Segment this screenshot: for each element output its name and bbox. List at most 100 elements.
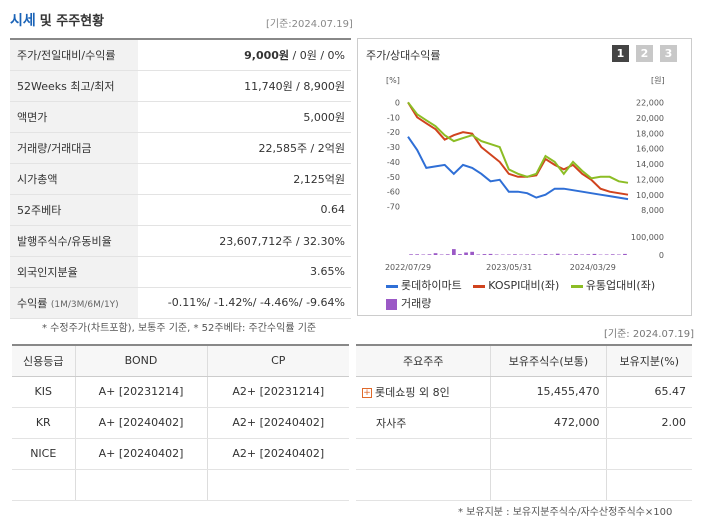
volume-bar	[433, 253, 438, 255]
volume-bar	[439, 254, 444, 255]
right-tick-label: 8,000	[641, 206, 664, 215]
volume-bar	[421, 254, 426, 255]
legend-item: 거래량	[386, 295, 431, 311]
volume-bar	[580, 254, 584, 255]
agency-cell: NICE	[12, 438, 76, 470]
column-header: CP	[206, 344, 349, 377]
table-row: NICE A+ [20240402] A2+ [20240402]	[12, 438, 349, 470]
beta-label: 52주베타	[10, 194, 138, 226]
table-row: 52Weeks 최고/최저 11,740원 / 8,900원	[10, 70, 351, 102]
empty-cell	[74, 469, 207, 501]
volume-bar	[470, 251, 474, 255]
volume-bar	[415, 254, 419, 255]
holder-name[interactable]: 롯데쇼핑 외 8인	[375, 385, 450, 399]
left-tick-label: -40	[387, 158, 400, 167]
volume-bar	[452, 249, 456, 255]
stake-cell: 65.47	[605, 376, 692, 408]
volume-tick-label: 0	[659, 251, 664, 260]
empty-cell	[356, 438, 491, 470]
series-line	[407, 101, 629, 184]
table-row	[12, 469, 349, 501]
quote-table: 주가/전일대비/수익률 9,000원 / 0원 / 0% 52Weeks 최고/…	[10, 38, 351, 319]
volume-bar	[574, 254, 578, 255]
table-row: 외국인지분율 3.65%	[10, 256, 351, 288]
beta-value: 0.64	[138, 194, 351, 226]
w52-value: 11,740원 / 8,900원	[138, 70, 351, 102]
volume-bar	[427, 254, 432, 255]
legend-label: 거래량	[401, 297, 432, 310]
legend-swatch	[386, 284, 398, 288]
chart-page-1-button[interactable]: 1	[612, 45, 629, 62]
par-label: 액면가	[10, 101, 138, 133]
cp-cell: A2+ [20231214]	[206, 376, 349, 408]
empty-cell	[605, 469, 692, 501]
volume-bar	[586, 254, 591, 255]
credit-rating-table: 신용등급 BOND CP KIS A+ [20231214] A2+ [2023…	[12, 344, 349, 501]
table-row	[356, 438, 692, 470]
price-value: 9,000원 / 0원 / 0%	[138, 38, 351, 71]
legend-label: 롯데하이마트	[401, 279, 462, 292]
shareholders-table: 주요주주 보유주식수(보통) 보유지분(%) + 롯데쇼핑 외 8인 15,455…	[356, 344, 692, 501]
volume-bar	[525, 254, 529, 255]
chart-page-3-button[interactable]: 3	[660, 45, 677, 62]
right-tick-label: 20,000	[636, 114, 664, 123]
legend-row: 거래량	[386, 295, 686, 311]
chart-panel: 주가/상대수익률 1 2 3 [%] [원] 0 -10 -20 -30 -40 -50 -60…	[357, 38, 692, 316]
left-axis-unit: [%]	[386, 76, 400, 85]
empty-cell	[356, 469, 491, 501]
left-tick-label: -70	[387, 203, 400, 212]
series-line	[407, 101, 629, 196]
return-period: (1M/3M/6M/1Y)	[50, 299, 119, 310]
expand-icon[interactable]: +	[362, 387, 372, 398]
cp-cell: A2+ [20240402]	[206, 407, 349, 439]
empty-cell	[12, 469, 76, 501]
bond-cell: A+ [20240402]	[74, 407, 207, 439]
return-label: 수익률 (1M/3M/6M/1Y)	[10, 287, 138, 319]
right-tick-label: 22,000	[636, 99, 664, 108]
return-value: -0.11%/ -1.42%/ -4.46%/ -9.64%	[138, 287, 351, 319]
column-header: BOND	[74, 344, 207, 377]
mcap-label: 시가총액	[10, 163, 138, 195]
left-tick-label: -10	[387, 113, 400, 122]
volume-bar	[458, 254, 462, 255]
table-row: 시가총액 2,125억원	[10, 163, 351, 195]
volume-bar	[623, 253, 627, 255]
agency-cell: KR	[12, 407, 76, 439]
volume-bar	[494, 254, 499, 255]
volume-bar	[409, 254, 413, 255]
legend-item: KOSPI대비(좌)	[473, 277, 559, 293]
table-row: KR A+ [20240402] A2+ [20240402]	[12, 407, 349, 439]
shares-value: 23,607,712주 / 32.30%	[138, 225, 351, 257]
x-tick-label: 2024/03/29	[570, 263, 616, 272]
empty-cell	[206, 469, 349, 501]
foreign-label: 외국인지분율	[10, 256, 138, 288]
chart-title: 주가/상대수익률	[366, 49, 441, 62]
table-row: KIS A+ [20231214] A2+ [20231214]	[12, 376, 349, 408]
footnote-basis: * 수정주가(차트포함), 보통주 기준, * 52주베타: 주간수익률 기준	[42, 323, 317, 334]
bond-cell: A+ [20240402]	[74, 438, 207, 470]
x-tick-label: 2022/07/29	[385, 263, 431, 272]
holder-cell: + 롯데쇼핑 외 8인	[356, 376, 491, 408]
foreign-value: 3.65%	[138, 256, 351, 288]
footnote-stake: * 보유지분 : 보유지분주식수/자수산정주식수×100	[458, 507, 673, 518]
holder-cell: 자사주	[356, 407, 491, 439]
shares-cell: 15,455,470	[490, 376, 607, 408]
shares-label: 발행주식수/유동비율	[10, 225, 138, 257]
bond-cell: A+ [20231214]	[74, 376, 207, 408]
section-title: 시세	[10, 13, 36, 29]
right-axis-unit: [원]	[651, 76, 665, 85]
section-subtitle: 및 주주현황	[39, 14, 105, 29]
volume-bar	[513, 254, 517, 255]
volume-bar	[549, 254, 554, 255]
table-row: 주가/전일대비/수익률 9,000원 / 0원 / 0%	[10, 38, 351, 71]
price-label: 주가/전일대비/수익률	[10, 38, 138, 71]
volume-bar	[445, 254, 450, 255]
empty-cell	[605, 438, 692, 470]
chart-page-2-button[interactable]: 2	[636, 45, 653, 62]
table-row: 거래량/거래대금 22,585주 / 2억원	[10, 132, 351, 164]
table-row: 액면가 5,000원	[10, 101, 351, 133]
table-row: 발행주식수/유동비율 23,607,712주 / 32.30%	[10, 225, 351, 257]
volume-bar	[464, 252, 468, 255]
cp-cell: A2+ [20240402]	[206, 438, 349, 470]
empty-cell	[490, 469, 607, 501]
